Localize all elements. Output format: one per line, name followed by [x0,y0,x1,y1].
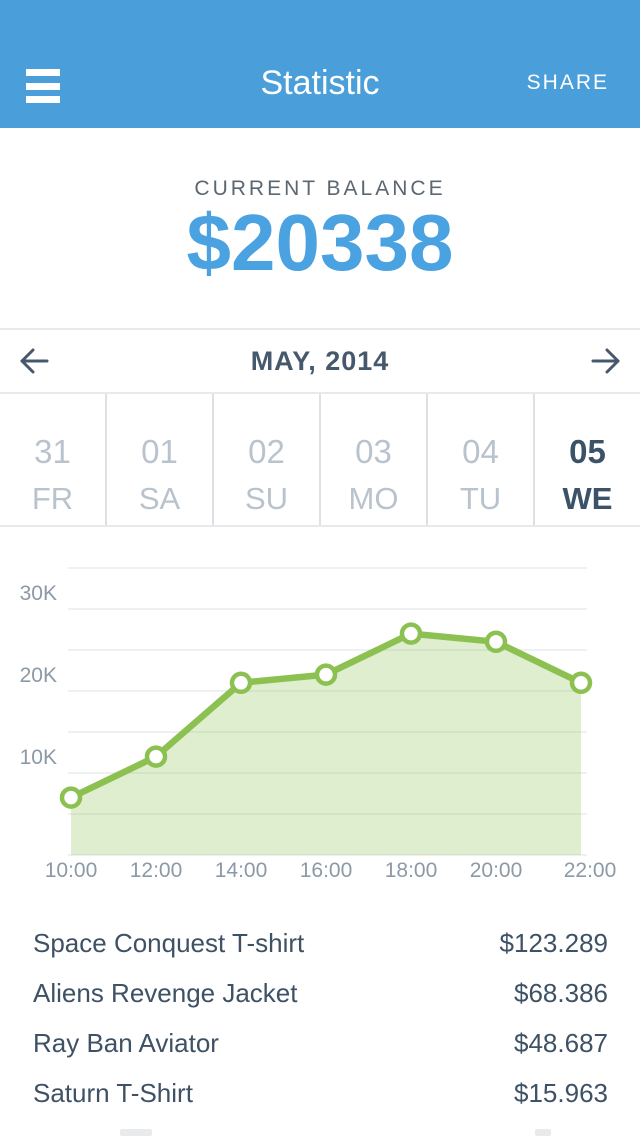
data-point-16:00[interactable] [314,663,338,686]
day-cell-31[interactable]: 31 FR [0,394,105,525]
data-point-12:00[interactable] [144,745,168,768]
clipped-next-row-remnant [120,1129,152,1136]
day-date: 01 [141,433,178,470]
menu-button[interactable] [26,69,60,103]
x-axis-label-22:00: 22:00 [563,859,617,882]
day-weekday: SA [138,481,181,516]
header-bar: Statistic SHARE [0,0,640,128]
y-axis-label-10K: 10K [19,746,57,769]
day-date: 03 [355,433,392,470]
day-cell-05[interactable]: 05 WE [533,394,640,525]
y-axis-label-30K: 30K [19,582,57,605]
current-balance-amount: $20338 [186,198,454,287]
product-price: $15.963 [514,1077,608,1108]
hamburger-icon [26,69,60,76]
day-selector: 31 FR 01 SA 02 SU 03 MO 04 TU 05 WE [0,394,640,527]
x-axis-label-18:00: 18:00 [384,859,438,882]
month-navigation: MAY, 2014 [0,328,640,394]
data-point-18:00[interactable] [399,622,423,645]
y-axis-label-20K: 20K [19,664,57,687]
product-price: $68.386 [514,977,608,1008]
product-name: Ray Ban Aviator [33,1027,219,1058]
day-weekday: WE [562,481,613,516]
x-axis-label-16:00: 16:00 [299,859,353,882]
day-date: 31 [34,433,71,470]
chart-area-fill [71,633,581,855]
day-cell-02[interactable]: 02 SU [212,394,319,525]
x-axis-label-20:00: 20:00 [469,859,523,882]
day-weekday: MO [348,481,399,516]
product-row[interactable]: Saturn T-Shirt $15.963 [0,1068,640,1118]
data-point-20:00[interactable] [484,630,508,654]
current-balance-label: CURRENT BALANCE [194,177,446,200]
arrow-left-icon [20,348,49,374]
day-cell-04[interactable]: 04 TU [426,394,533,525]
day-cell-03[interactable]: 03 MO [319,394,426,525]
area-chart [59,567,593,856]
prev-month-button[interactable] [19,347,49,375]
day-date: 02 [248,433,285,470]
x-axis-label-10:00: 10:00 [44,859,98,882]
product-row[interactable]: Space Conquest T-shirt $123.289 [0,918,640,968]
product-price: $123.289 [499,927,608,958]
product-name: Saturn T-Shirt [33,1077,193,1108]
clipped-next-row-remnant [535,1129,551,1136]
arrow-right-icon [591,348,620,374]
month-label: MAY, 2014 [250,346,390,376]
share-button[interactable]: SHARE [526,71,609,94]
product-list: Space Conquest T-shirt $123.289 Aliens Rev… [0,918,640,1118]
x-axis-label-14:00: 14:00 [214,859,268,882]
page-title: Statistic [260,64,380,102]
product-row[interactable]: Aliens Revenge Jacket $68.386 [0,968,640,1018]
next-month-button[interactable] [591,347,621,375]
data-point-10:00[interactable] [59,786,83,809]
product-name: Aliens Revenge Jacket [33,977,298,1008]
data-point-22:00[interactable] [569,671,593,695]
product-name: Space Conquest T-shirt [33,927,305,958]
x-axis-label-12:00: 12:00 [129,859,183,882]
day-weekday: FR [31,481,74,516]
balance-chart: 10K 20K 30K 10:00 12:00 14:00 16:00 18:00 20:00 2… [0,530,640,890]
day-weekday: SU [244,481,289,516]
product-price: $48.687 [514,1027,608,1058]
product-row[interactable]: Ray Ban Aviator $48.687 [0,1018,640,1068]
data-point-14:00[interactable] [229,671,253,695]
day-date: 04 [462,433,499,470]
day-cell-01[interactable]: 01 SA [105,394,212,525]
day-date: 05 [569,433,606,470]
day-weekday: TU [459,481,502,516]
